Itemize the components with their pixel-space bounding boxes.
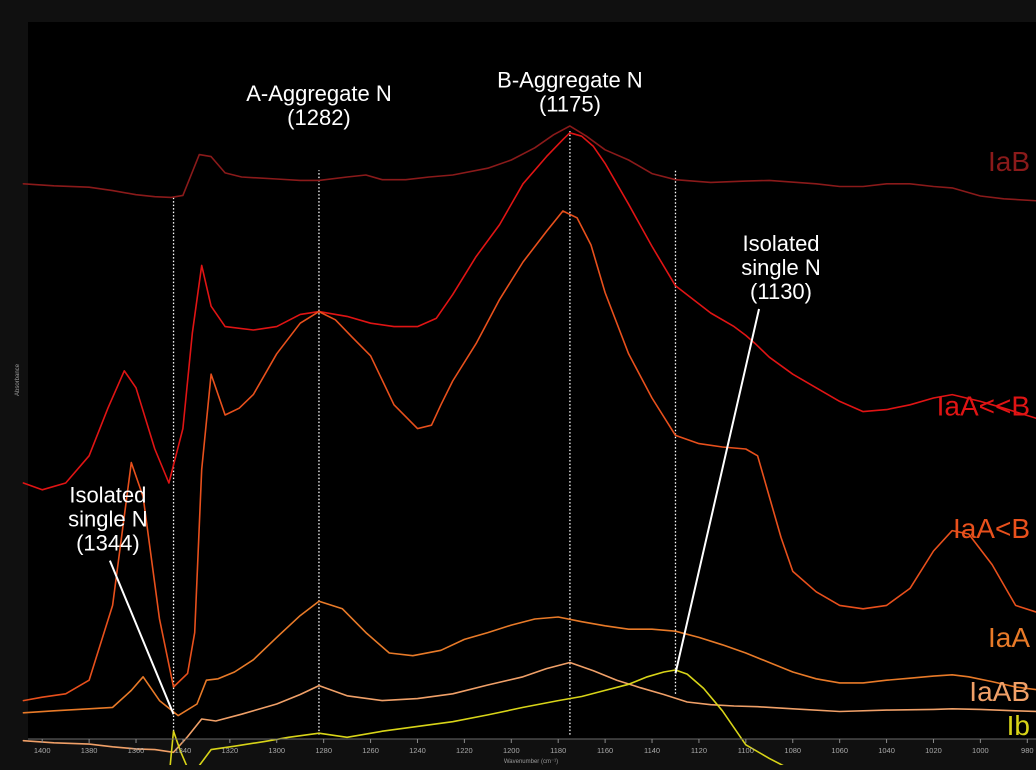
x-tick-label: 1100: [738, 746, 754, 755]
x-tick-label: 1380: [81, 746, 98, 755]
annotation-pointer: [674, 308, 760, 674]
x-tick-label: 1280: [315, 746, 332, 755]
series-line-iaa-b: [22, 132, 1036, 491]
x-tick-label: 1180: [550, 746, 566, 755]
x-tick-label: 1060: [831, 746, 848, 755]
x-tick-label: 1080: [784, 746, 801, 755]
x-tick-label: 1020: [925, 746, 942, 755]
x-tick-label: 1300: [268, 746, 285, 755]
y-axis-label: Absorbance: [15, 363, 21, 396]
annotation-text: Isolated: [742, 231, 819, 256]
x-tick-label: 1040: [878, 746, 895, 755]
x-tick-label: 1340: [175, 746, 192, 755]
series-label: Ib: [1007, 710, 1030, 741]
x-tick-label: 1200: [503, 746, 520, 755]
series-label: IaAB: [969, 676, 1030, 707]
series-line-iaa: [22, 600, 1036, 717]
x-tick-label: 1360: [128, 746, 145, 755]
annotation-text: (1344): [76, 530, 140, 555]
series-label: IaA<<B: [937, 391, 1030, 422]
x-tick-label: 1260: [362, 746, 379, 755]
series-group: [22, 125, 1036, 770]
annotation-text: (1175): [539, 92, 601, 117]
annotation-text: B-Aggregate N: [497, 68, 643, 93]
annotation-text: single N: [741, 255, 820, 280]
x-tick-label: 1000: [972, 746, 989, 755]
annotation-text: A-Aggregate N: [246, 81, 392, 106]
series-label: IaA: [988, 622, 1030, 653]
annotation-text: (1130): [750, 279, 812, 304]
series-line-iaab: [22, 661, 1036, 754]
annotation-pointer: [108, 560, 175, 715]
x-tick-label: 1160: [597, 746, 613, 755]
x-tick-label: 980: [1021, 746, 1034, 755]
series-line-ib: [168, 669, 800, 770]
series-line-iab: [22, 125, 1036, 202]
reference-lines: [172, 129, 677, 735]
annotation-text: (1282): [287, 105, 351, 130]
x-tick-label: 1320: [221, 746, 238, 755]
annotations: A-Aggregate N(1282) B-Aggregate N(1175) Is…: [68, 68, 821, 556]
plot-area: [28, 22, 1036, 739]
x-tick-label: 1240: [409, 746, 426, 755]
x-axis: 1400 1380 1360 1340 1320 1300 1280 1260 1240 1220…: [28, 738, 1036, 755]
x-tick-label: 1220: [456, 746, 473, 755]
x-tick-label: 1140: [644, 746, 660, 755]
annotation-pointers: [108, 308, 760, 715]
annotation-text: Isolated: [69, 482, 146, 507]
x-tick-label: 1120: [691, 746, 707, 755]
x-tick-label: 1400: [34, 746, 51, 755]
annotation-text: single N: [68, 506, 147, 531]
series-line-iaa-b: [22, 210, 1036, 702]
x-axis-label: Wavenumber (cm⁻¹): [504, 759, 558, 765]
series-label: IaB: [988, 146, 1030, 177]
series-label: IaA<B: [953, 513, 1030, 544]
